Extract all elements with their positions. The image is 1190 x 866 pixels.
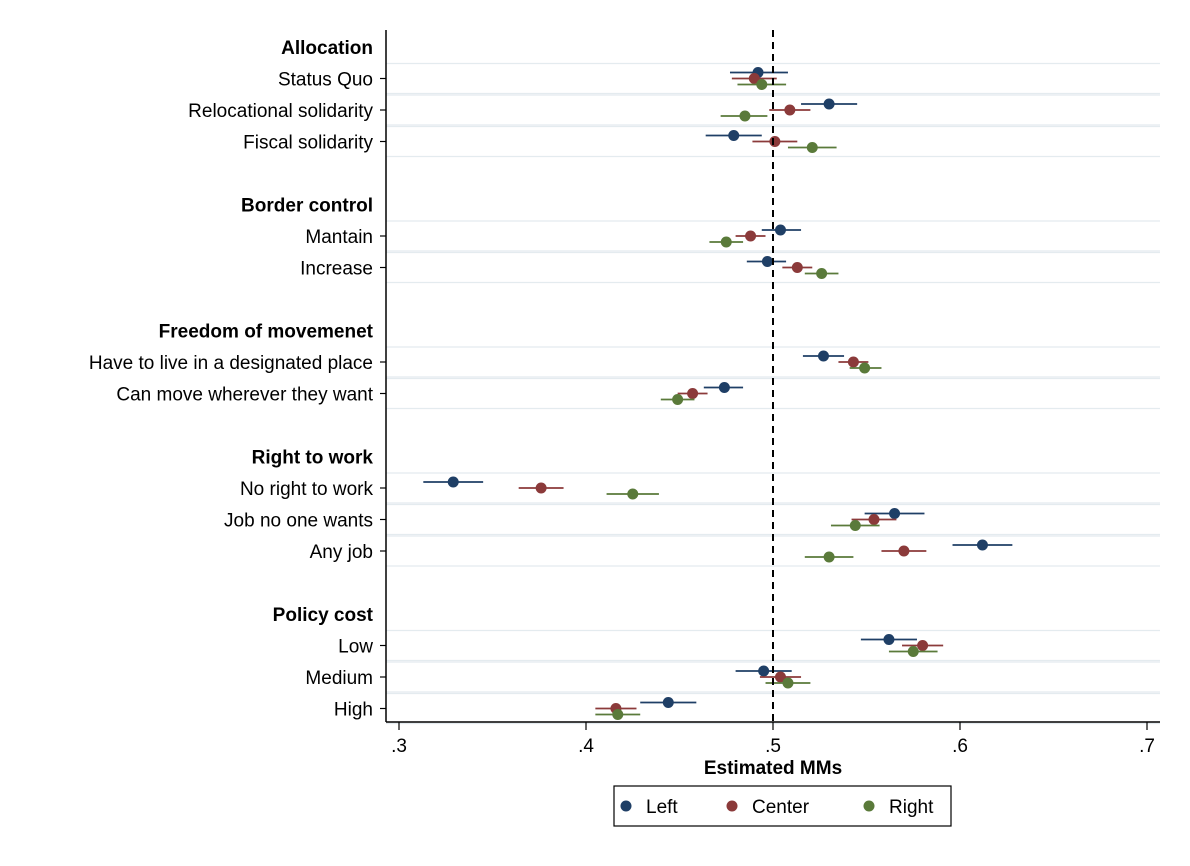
legend-marker-center [726, 800, 738, 812]
point-center [774, 671, 786, 683]
point-center [898, 545, 910, 557]
x-tick-label: .7 [1139, 736, 1155, 757]
point-left [447, 476, 459, 488]
group-header: Allocation [281, 38, 373, 59]
x-ticks: .3 .4 .5 .6 .7 [391, 722, 1155, 757]
point-center [784, 104, 796, 116]
legend-marker-left [620, 800, 632, 812]
row-label: Fiscal solidarity [243, 133, 373, 154]
row-label: High [334, 700, 373, 721]
row-label: Relocational solidarity [188, 101, 373, 122]
point-left [823, 98, 835, 110]
point-right [720, 236, 732, 248]
point-center [769, 136, 781, 147]
row-label: No right to work [240, 479, 374, 500]
legend-marker-right [863, 800, 875, 812]
point-right [612, 709, 624, 720]
row-label: Job no one wants [224, 511, 373, 532]
point-right [672, 394, 684, 405]
point-right [806, 142, 818, 153]
row-label: Low [338, 637, 373, 658]
row-label: Medium [305, 668, 373, 689]
group-header: Border control [241, 196, 373, 217]
point-right [849, 520, 861, 531]
point-right [627, 488, 639, 500]
point-right [782, 677, 794, 689]
point-center [791, 262, 803, 273]
legend: Left Center Right [613, 785, 952, 827]
point-left [976, 539, 988, 551]
point-left [761, 256, 773, 267]
x-tick-label: .4 [578, 736, 594, 757]
point-left [718, 382, 730, 393]
point-center [748, 73, 760, 84]
row-labels: Allocation Status Quo Relocational solidar… [89, 38, 386, 721]
point-center [847, 356, 859, 368]
row-label: Can move wherever they want [116, 385, 373, 406]
x-tick-label: .3 [391, 736, 407, 757]
legend-label-left: Left [646, 797, 678, 818]
row-label: Have to live in a designated place [89, 353, 373, 374]
row-label: Increase [300, 259, 373, 280]
row-label: Mantain [305, 227, 373, 248]
row-label: Any job [310, 542, 373, 563]
x-tick-label: .5 [765, 736, 781, 757]
legend-box [613, 785, 952, 827]
group-header: Policy cost [273, 605, 374, 626]
point-right [859, 362, 871, 374]
point-left [728, 130, 740, 141]
point-left [662, 697, 674, 708]
legend-label-center: Center [752, 797, 810, 818]
point-right [816, 268, 828, 279]
point-center [687, 388, 699, 399]
row-label: Status Quo [278, 70, 373, 91]
point-left [889, 508, 901, 519]
point-left [758, 665, 770, 677]
point-center [535, 482, 547, 494]
group-header: Right to work [252, 448, 374, 469]
point-right [907, 646, 919, 657]
point-center [917, 640, 929, 651]
point-center [745, 230, 757, 242]
point-right [823, 551, 835, 563]
point-left [817, 350, 829, 362]
point-right [756, 79, 768, 90]
x-tick-label: .6 [952, 736, 968, 757]
point-left [883, 634, 895, 645]
group-header: Freedom of movemenet [159, 322, 374, 343]
point-left [774, 224, 786, 236]
legend-label-right: Right [889, 797, 934, 818]
data-marks [423, 30, 1013, 722]
point-center [868, 514, 880, 525]
x-axis-label: Estimated MMs [704, 758, 842, 779]
point-right [739, 110, 751, 122]
